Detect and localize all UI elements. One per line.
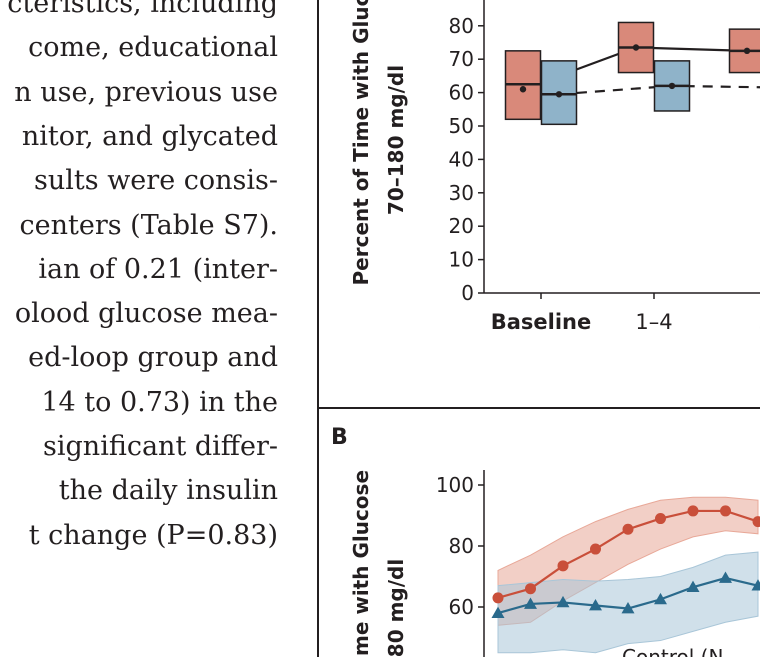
- text-line: centers (Table S7).: [19, 209, 278, 241]
- control-box: [540, 60, 578, 126]
- text-line: significant differ-: [43, 431, 278, 462]
- closed-loop-data-point: [752, 516, 760, 528]
- text-line: sults were consis-: [34, 165, 278, 197]
- closed-loop-data-point: [720, 505, 731, 517]
- control-data-point: [686, 580, 700, 593]
- closed-loop-data-point: [590, 543, 601, 555]
- control-mean-point: [555, 91, 563, 98]
- closed-loop-data-point: [687, 505, 699, 517]
- text-line: come, educational: [28, 32, 278, 64]
- control-mean-point: [668, 82, 676, 90]
- control-data-point: [621, 602, 635, 614]
- y-tick-label: 80: [449, 14, 474, 38]
- panel-b-label: B: [331, 425, 348, 450]
- y-tick-label: 20: [449, 214, 474, 238]
- y-axis-title-line2: 70–180 mg/dl: [384, 65, 408, 215]
- y-axis-title-line1: Percent of Time with Gluc: [349, 0, 373, 286]
- article-text-column: cteristics, including come, educational n …: [0, 0, 300, 657]
- text-line: 14 to 0.73) in the: [41, 386, 278, 418]
- y-tick-label: 50: [449, 114, 474, 138]
- closed-loop-mean-point: [519, 86, 527, 93]
- y-tick-label: 60: [449, 81, 474, 105]
- y-tick-label: 0: [461, 281, 474, 305]
- legend-label-control: Control (N: [622, 645, 723, 657]
- text-line: nitor, and glycated: [21, 120, 278, 152]
- closed-loop-data-point: [492, 592, 504, 604]
- panel-b-y-axis-title-line1: me with Glucose: [349, 470, 373, 656]
- control-data-point: [654, 592, 667, 605]
- y-tick-label: 30: [449, 181, 474, 205]
- panel-b-y-tick-label: 60: [449, 595, 474, 619]
- control-data-point: [589, 598, 602, 611]
- control-data-point: [719, 571, 732, 583]
- closed-loop-data-point: [525, 583, 536, 595]
- text-line: cteristics, including: [7, 0, 278, 19]
- text-line: t change (P=0.83): [28, 519, 278, 551]
- closed-loop-mean-point: [632, 44, 640, 51]
- text-line: n use, previous use: [14, 76, 278, 108]
- closed-loop-data-point: [622, 523, 634, 535]
- control-data-point: [556, 595, 570, 608]
- closed-loop-data-point: [655, 513, 666, 525]
- control-data-point: [491, 606, 505, 618]
- closed-loop-mean-point: [743, 47, 751, 55]
- control-data-point: [751, 579, 760, 591]
- panel-divider: [317, 407, 760, 409]
- y-tick-label: 10: [449, 248, 474, 272]
- y-tick-label: 90: [449, 0, 474, 4]
- text-line: the daily insulin: [58, 475, 278, 507]
- control-data-point: [524, 597, 537, 609]
- x-tick-label: 1–4: [635, 310, 672, 334]
- panel-b-y-axis-title-line2: 80 mg/dl: [384, 559, 408, 657]
- closed-loop-data-point: [557, 560, 569, 572]
- panel-b-y-tick-label: 100: [436, 473, 474, 497]
- x-tick-label: 5: [758, 310, 760, 334]
- x-tick-label: Baseline: [491, 310, 592, 334]
- column-divider: [317, 0, 319, 657]
- y-tick-label: 70: [449, 47, 474, 71]
- text-line: ian of 0.21 (inter-: [38, 253, 278, 285]
- panel-b-y-tick-label: 80: [449, 534, 474, 558]
- y-tick-label: 40: [449, 147, 474, 171]
- text-line: olood glucose mea-: [14, 298, 278, 330]
- text-line: ed-loop group and: [28, 342, 278, 374]
